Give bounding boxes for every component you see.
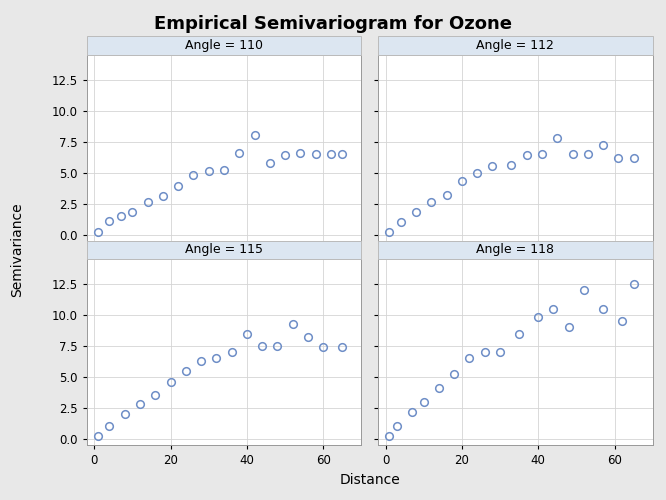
Text: Empirical Semivariogram for Ozone: Empirical Semivariogram for Ozone <box>154 15 512 33</box>
Text: Angle = 112: Angle = 112 <box>476 39 554 52</box>
FancyBboxPatch shape <box>87 36 362 55</box>
Text: Angle = 118: Angle = 118 <box>476 244 554 256</box>
FancyBboxPatch shape <box>378 36 653 55</box>
Text: Angle = 110: Angle = 110 <box>185 39 263 52</box>
FancyBboxPatch shape <box>378 240 653 260</box>
Text: Distance: Distance <box>339 474 400 488</box>
Text: Angle = 115: Angle = 115 <box>185 244 263 256</box>
FancyBboxPatch shape <box>87 240 362 260</box>
Text: Semivariance: Semivariance <box>10 202 24 298</box>
